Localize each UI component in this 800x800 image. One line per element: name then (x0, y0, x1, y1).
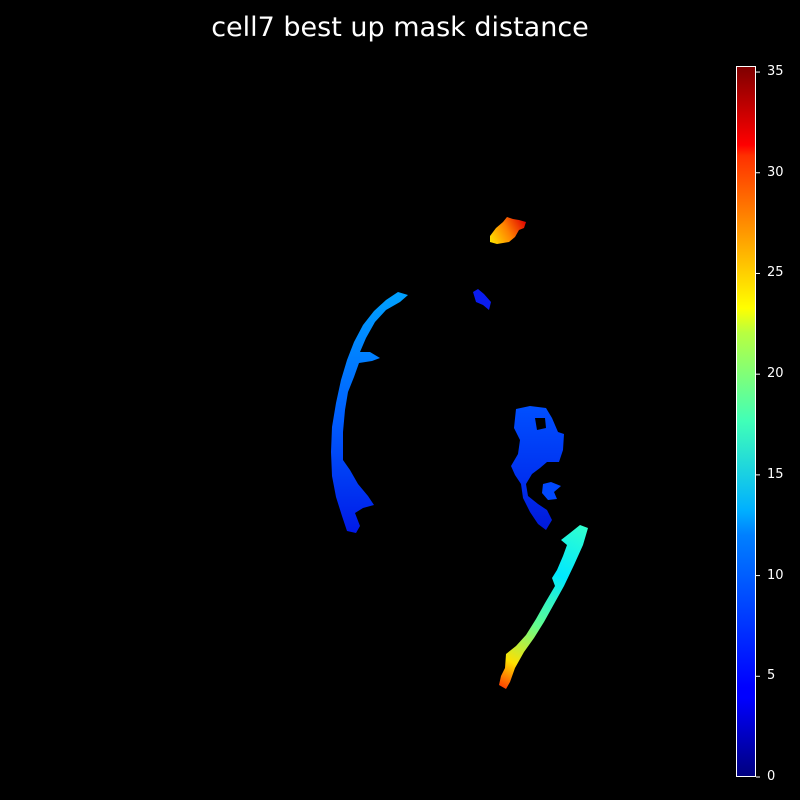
colorbar-gradient (737, 67, 755, 776)
mask-region-small-dot (473, 289, 491, 310)
colorbar-tick-label: 5 (767, 668, 776, 684)
colorbar (736, 66, 756, 777)
colorbar-tick-label: 25 (767, 265, 784, 281)
colorbar-tick-label: 35 (767, 64, 784, 80)
colorbar-tick-label: 30 (767, 164, 784, 180)
plot-title: cell7 best up mask distance (211, 12, 589, 43)
colorbar-tick-label: 0 (767, 769, 776, 784)
mask-region-right-blob (511, 406, 564, 530)
colorbar-tick-label: 20 (767, 366, 784, 382)
mask-region-left-arc (331, 292, 408, 533)
colorbar-tick-label: 10 (767, 567, 784, 583)
mask-region-diagonal-streak (499, 525, 588, 689)
colorbar-tick-label: 15 (767, 466, 784, 482)
mask-region-top (490, 217, 526, 244)
